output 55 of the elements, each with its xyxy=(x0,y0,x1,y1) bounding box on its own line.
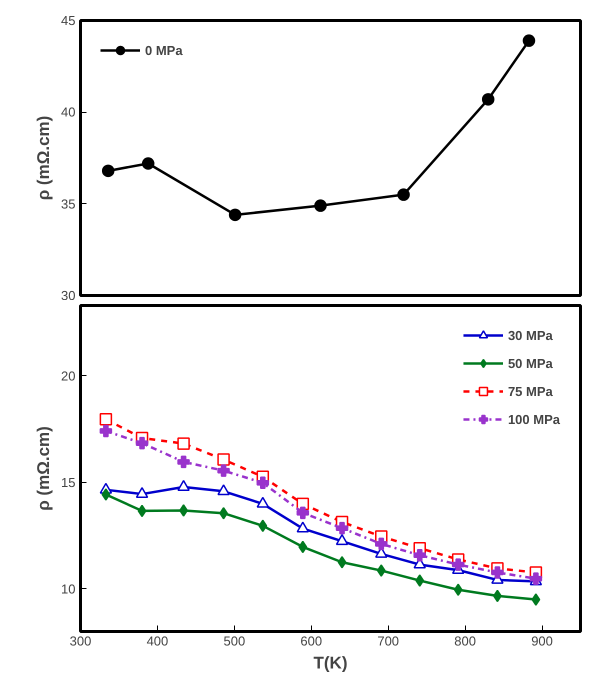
point xyxy=(177,437,190,450)
point xyxy=(452,558,464,571)
legend-label: 50 MPa xyxy=(508,356,553,370)
y-tick-label: 30 xyxy=(61,288,76,303)
point xyxy=(217,464,230,477)
x-tick-label: 400 xyxy=(146,634,168,648)
x-tick-label: 700 xyxy=(377,634,400,648)
point xyxy=(298,540,308,554)
point xyxy=(296,506,310,520)
x-axis-title: T(K) xyxy=(314,654,348,672)
point xyxy=(413,548,426,562)
point xyxy=(375,538,388,550)
point xyxy=(100,424,112,438)
y-tick-label: 45 xyxy=(61,13,76,28)
point xyxy=(397,188,410,201)
point xyxy=(136,436,148,450)
point xyxy=(336,522,348,534)
point xyxy=(142,157,154,170)
point xyxy=(102,164,114,178)
legend-label: 100 MPa xyxy=(508,412,560,426)
x-tick-label: 800 xyxy=(454,634,476,648)
point xyxy=(101,488,110,501)
point xyxy=(228,208,242,222)
y-tick-label: 35 xyxy=(61,196,76,212)
legend-label: 0 MPa xyxy=(145,42,183,58)
point xyxy=(100,413,112,426)
y-axis-title: ρ (mΩ.cm) xyxy=(34,116,54,200)
point xyxy=(217,453,230,466)
x-tick-label: 600 xyxy=(300,634,322,648)
point xyxy=(314,199,327,212)
legend-label: 30 MPa xyxy=(508,328,553,342)
legend-label: 75 MPa xyxy=(508,384,553,398)
point xyxy=(454,583,463,596)
x-tick-label: 900 xyxy=(531,634,553,648)
x-tick-label: 500 xyxy=(224,634,246,648)
y-tick-label: 20 xyxy=(61,368,76,384)
point xyxy=(177,456,190,468)
point xyxy=(531,593,540,606)
point xyxy=(376,564,386,577)
point xyxy=(256,476,270,490)
point xyxy=(482,93,494,106)
point xyxy=(258,520,268,532)
y-tick-label: 10 xyxy=(61,581,76,596)
point xyxy=(522,34,536,47)
point xyxy=(415,574,424,587)
point xyxy=(256,496,270,508)
point xyxy=(217,484,230,496)
x-tick-label: 300 xyxy=(70,634,92,648)
point xyxy=(338,556,346,568)
point xyxy=(336,534,348,546)
point xyxy=(296,521,310,533)
y-tick-label: 15 xyxy=(61,474,76,490)
y-tick-label: 40 xyxy=(61,104,76,120)
point xyxy=(491,566,504,579)
y-axis-title: ρ (mΩ.cm) xyxy=(34,426,54,511)
